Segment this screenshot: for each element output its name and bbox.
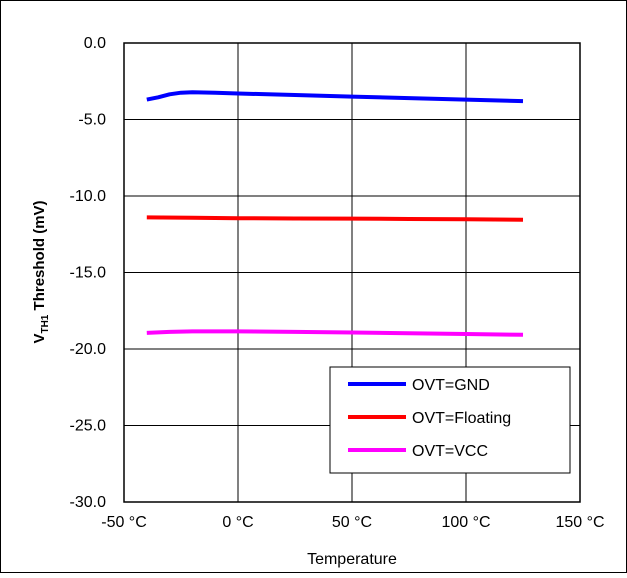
x-axis-title: Temperature <box>307 551 397 568</box>
y-tick-label: -15.0 <box>70 265 107 282</box>
y-tick-label: -25.0 <box>70 418 107 435</box>
y-axis-title-prefix: V <box>31 334 48 344</box>
series-lines <box>146 90 524 337</box>
series-line <box>146 90 524 104</box>
y-tick-label: -20.0 <box>70 341 107 358</box>
x-tick-label: -50 °C <box>101 514 147 531</box>
legend-label: OVT=VCC <box>412 443 488 460</box>
y-tick-label: -5.0 <box>78 112 106 129</box>
legend: OVT=GND OVT=Floating OVT=VCC <box>329 366 571 474</box>
y-axis-title-suffix: Threshold (mV) <box>31 200 48 314</box>
y-axis-title: VTH1 Threshold (mV) <box>31 200 51 343</box>
y-tick-label: -30.0 <box>70 494 107 511</box>
y-axis-title-subscript: TH1 <box>40 314 51 333</box>
x-tick-label: 0 °C <box>222 514 253 531</box>
legend-label: OVT=GND <box>412 377 490 394</box>
y-tick-label: -10.0 <box>70 188 107 205</box>
legend-label: OVT=Floating <box>412 410 511 427</box>
x-tick-label: 100 °C <box>441 514 490 531</box>
y-tick-label: 0.0 <box>84 35 106 52</box>
x-tick-label: 50 °C <box>332 514 372 531</box>
series-line <box>146 215 524 222</box>
x-tick-label: 150 °C <box>555 514 604 531</box>
series-line <box>146 329 524 337</box>
tick-labels: -50 °C 0 °C 50 °C 100 °C 150 °C 0.0 -5.0 -10.0 -… <box>70 35 605 531</box>
